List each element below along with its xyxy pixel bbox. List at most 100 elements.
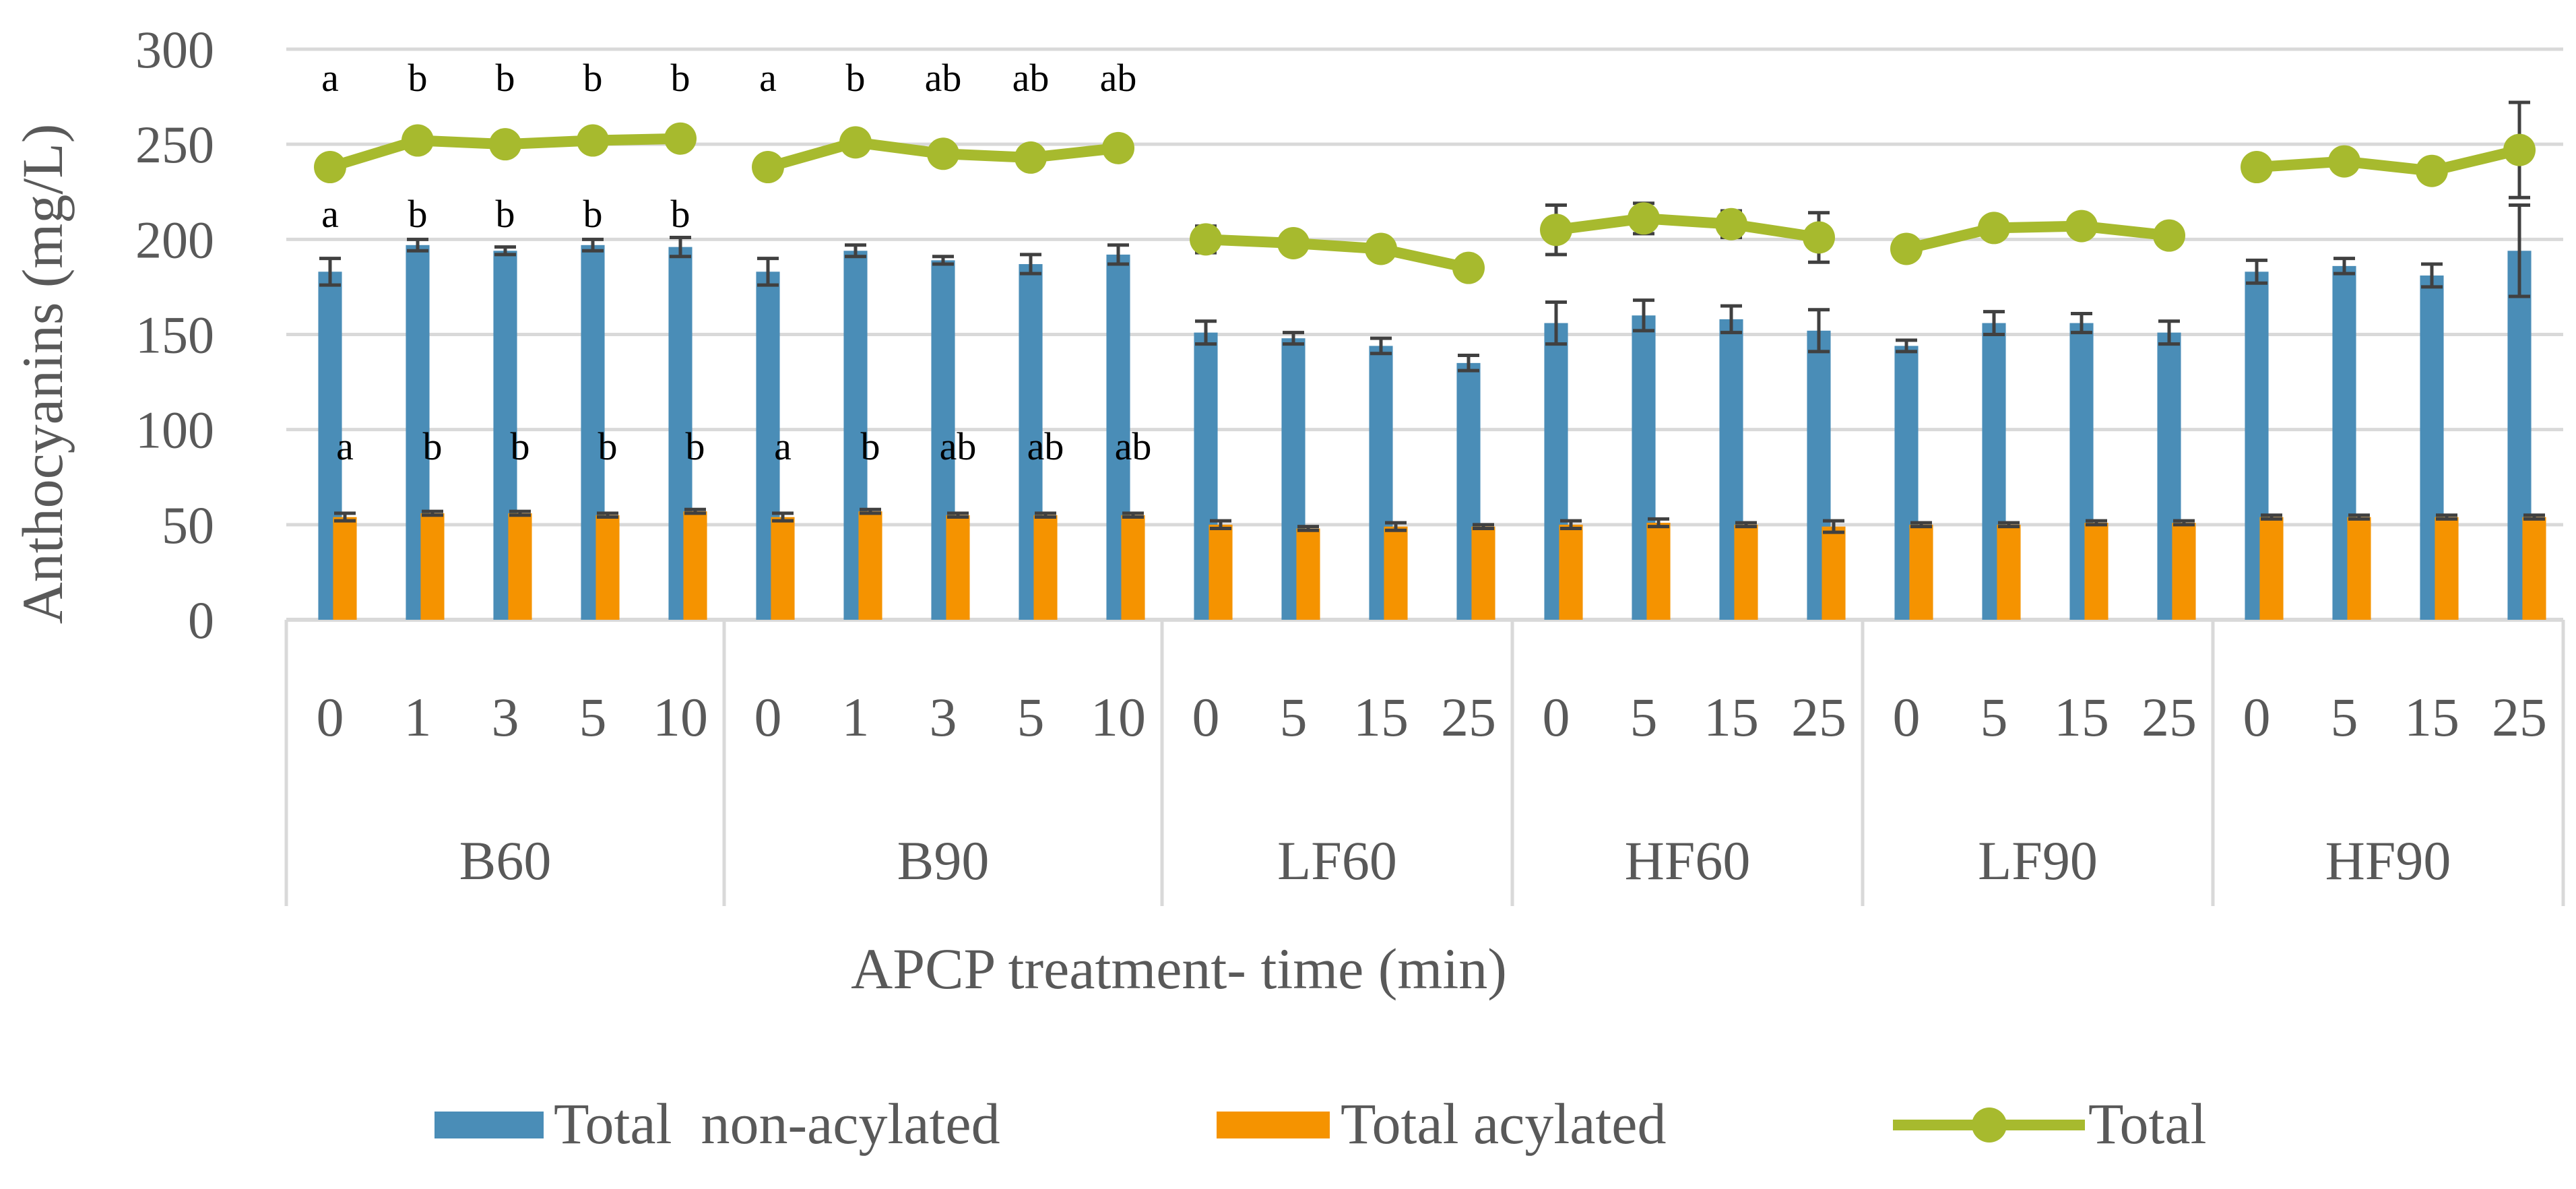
point-total — [1540, 214, 1572, 247]
x-tick-label: 3 — [492, 686, 519, 748]
bar-acylated — [683, 511, 707, 620]
x-tick-label: 0 — [317, 686, 344, 748]
sig-label-non-acylated: b — [583, 192, 603, 236]
bar-acylated — [333, 517, 357, 620]
sig-label-acylated: ab — [1115, 424, 1152, 468]
sig-label-acylated: b — [423, 424, 443, 468]
point-total — [1715, 207, 1747, 240]
x-tick-label: 0 — [1893, 686, 1921, 748]
point-total — [1628, 202, 1660, 235]
sig-label-acylated: b — [511, 424, 530, 468]
bar-acylated — [1822, 526, 1846, 620]
point-total — [839, 126, 872, 159]
point-total — [2503, 133, 2536, 166]
legend-marker-total — [1972, 1107, 2007, 1143]
legend-label-acylated: Total acylated — [1341, 1091, 1666, 1156]
bar-acylated — [946, 515, 970, 620]
series-line-total — [1905, 220, 2170, 255]
bar-acylated — [1033, 515, 1058, 620]
legend-label-non-acylated: Total non-acylated — [554, 1091, 1000, 1156]
x-group-label: HF60 — [1625, 830, 1751, 891]
x-tick-label: 0 — [1543, 686, 1570, 748]
sig-label-total: ab — [1012, 56, 1050, 100]
point-total — [1978, 212, 2010, 245]
point-total — [2153, 219, 2185, 252]
sig-label-non-acylated: a — [321, 192, 339, 236]
point-total — [1890, 232, 1923, 265]
legend: Total non-acylated Total acylated Total — [434, 1091, 2207, 1156]
sig-label-acylated: ab — [1027, 424, 1064, 468]
bar-acylated — [2522, 517, 2546, 620]
x-tick-label: 5 — [1630, 686, 1658, 748]
x-tick-label: 15 — [2054, 686, 2109, 748]
bar-acylated — [1909, 524, 1933, 620]
sig-label-acylated: b — [598, 424, 618, 468]
gridlines — [286, 47, 2563, 527]
y-tick-label: 250 — [135, 115, 214, 174]
y-tick-label: 150 — [135, 306, 214, 364]
bar-acylated — [2347, 517, 2371, 620]
bar-acylated — [1296, 528, 1320, 620]
point-total — [401, 124, 434, 157]
sig-label-acylated: b — [686, 424, 705, 468]
bar-acylated — [1471, 526, 1495, 620]
x-tick-label: 3 — [930, 686, 957, 748]
y-tick-label: 0 — [188, 591, 214, 649]
point-total — [664, 122, 697, 155]
bar-acylated — [595, 515, 620, 620]
point-total — [1452, 251, 1485, 284]
bar-acylated — [1997, 524, 2021, 620]
y-tick-label: 100 — [135, 401, 214, 459]
x-tick-label: 5 — [1981, 686, 2008, 748]
x-tick-label: 5 — [1280, 686, 1308, 748]
point-total — [1365, 232, 1397, 265]
point-total — [2065, 210, 2098, 243]
point-total — [2241, 151, 2273, 184]
y-tick-label: 50 — [162, 496, 214, 554]
point-total — [1015, 141, 1047, 174]
bar-acylated — [1209, 524, 1233, 620]
series-line-total — [2256, 144, 2521, 176]
x-tick-label: 0 — [754, 686, 782, 748]
sig-label-total: b — [671, 56, 690, 100]
legend-label-total: Total — [2088, 1091, 2207, 1156]
point-total — [314, 151, 346, 184]
bar-acylated — [2084, 523, 2108, 620]
sig-label-total: b — [846, 56, 866, 100]
sig-label-total: ab — [1100, 56, 1137, 100]
series-line-total — [1555, 213, 1820, 243]
bar-acylated — [508, 513, 532, 620]
sig-label-acylated: b — [861, 424, 880, 468]
y-tick-label: 300 — [135, 20, 214, 79]
bar-acylated — [2259, 517, 2284, 620]
point-total — [2328, 145, 2360, 178]
bar-acylated — [858, 511, 882, 620]
sig-label-acylated: a — [336, 424, 354, 468]
sig-label-total: b — [408, 56, 428, 100]
x-tick-label: 5 — [2331, 686, 2358, 748]
x-tick-label: 5 — [579, 686, 607, 748]
y-axis-title: Anthocyanins (mg/L) — [10, 124, 75, 624]
sig-label-non-acylated: b — [408, 192, 428, 236]
bar-acylated — [2435, 517, 2459, 620]
point-total — [577, 124, 609, 157]
x-tick-label: 15 — [1704, 686, 1759, 748]
sig-label-total: ab — [925, 56, 962, 100]
x-tick-label: 0 — [1192, 686, 1220, 748]
sig-label-total: a — [759, 56, 777, 100]
sig-label-acylated: ab — [940, 424, 977, 468]
x-tick-label: 15 — [1353, 686, 1409, 748]
x-tick-label: 25 — [2492, 686, 2547, 748]
x-tick-label: 1 — [842, 686, 870, 748]
point-total — [2416, 154, 2448, 187]
point-total — [1102, 131, 1134, 164]
bar-acylated — [2172, 523, 2196, 620]
x-axis-title: APCP treatment- time (min) — [851, 936, 1507, 1001]
x-group-label: B60 — [459, 830, 552, 891]
legend-swatch-acylated — [1217, 1112, 1330, 1138]
point-total — [927, 137, 959, 170]
point-total — [1277, 226, 1310, 259]
